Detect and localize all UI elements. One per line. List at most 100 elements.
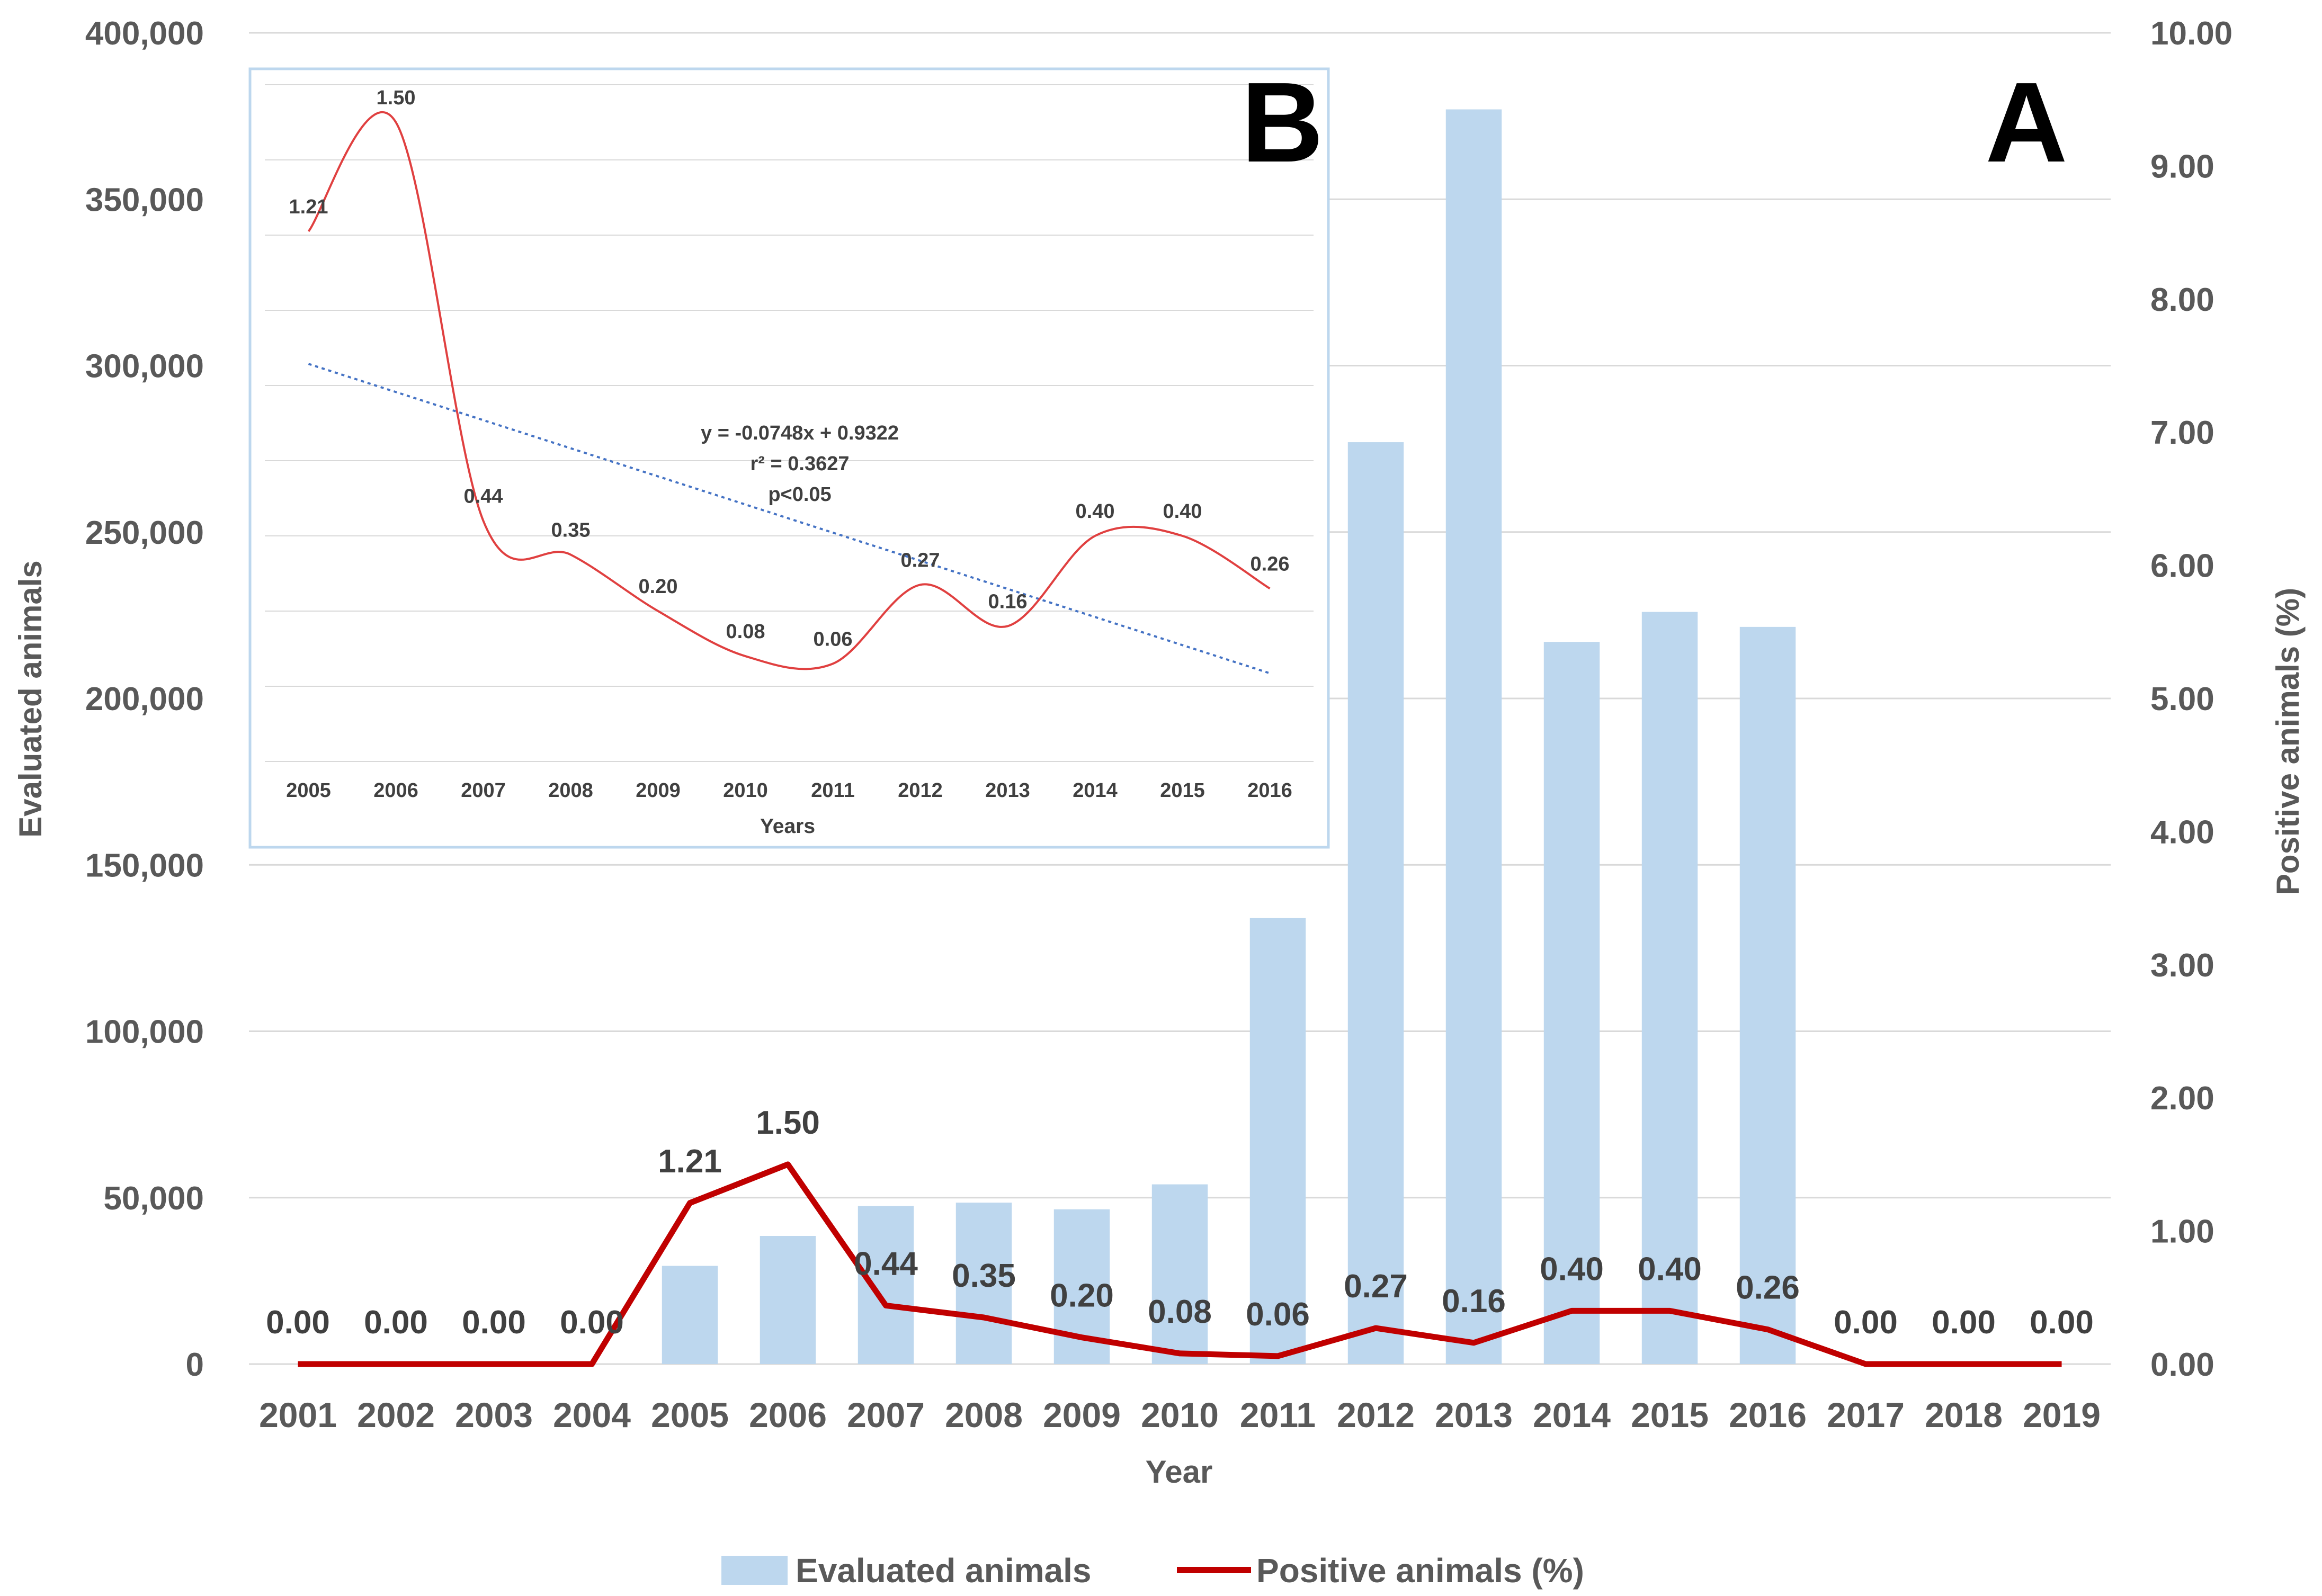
bar-2008: [955, 1203, 1012, 1364]
left-tick-label: 200,000: [85, 681, 204, 718]
right-tick-label: 5.00: [2150, 681, 2214, 718]
x-axis-ticks: 2001 2002 2003 2004 2005 2006 2007 2008 2009 2010…: [259, 1395, 2101, 1434]
bar-2013: [1445, 109, 1502, 1365]
inset-positive-line: [307, 111, 1271, 670]
positive-data-labels: 0.00 0.00 0.00 0.00 1.21 1.50 0.44 0.35 0.20 0.08…: [266, 1105, 2094, 1341]
inset-x-axis-ticks: 2005 2006 2007 2008 2009 2010 2011 2012 2013 2014…: [286, 779, 1292, 802]
inset-data-label-2005: 1.21: [289, 196, 328, 218]
x-tick-label: 2003: [455, 1395, 533, 1434]
right-tick-label: 9.00: [2150, 148, 2214, 185]
bar-2011: [1249, 918, 1306, 1364]
right-axis-title: Positive animals (%): [2270, 588, 2306, 895]
right-tick-label: 0.00: [2150, 1347, 2214, 1383]
inset-frame: [248, 67, 1330, 849]
x-tick-label: 2008: [945, 1395, 1023, 1434]
right-tick-label: 1.00: [2150, 1214, 2214, 1250]
panel-label-b: B: [1241, 58, 1323, 186]
inset-data-label-2012: 0.27: [901, 549, 940, 571]
panel-label-a: A: [1985, 58, 2067, 186]
data-label-2003: 0.00: [462, 1304, 526, 1341]
left-tick-label: 300,000: [85, 348, 204, 385]
inset-data-label-2016: 0.26: [1251, 553, 1290, 575]
trend-r-squared: r² = 0.3627: [751, 453, 850, 475]
data-label-2005: 1.21: [658, 1143, 722, 1180]
left-tick-label: 50,000: [103, 1180, 204, 1217]
right-tick-label: 4.00: [2150, 814, 2214, 850]
data-label-2014: 0.40: [1540, 1251, 1604, 1287]
left-tick-label: 350,000: [85, 182, 204, 218]
bar-2016: [1739, 626, 1796, 1364]
left-tick-label: 0: [186, 1347, 204, 1383]
legend-label-bars: Evaluated animals: [796, 1552, 1091, 1590]
inset-data-label-2007: 0.44: [464, 486, 503, 508]
bar-2007: [858, 1206, 914, 1364]
inset-trendline: [308, 363, 1271, 675]
inset-x-tick-label: 2015: [1160, 779, 1205, 802]
x-tick-label: 2010: [1141, 1395, 1219, 1434]
inset-data-label-2006: 1.50: [377, 87, 416, 109]
right-tick-label: 10.00: [2150, 15, 2232, 52]
x-tick-label: 2014: [1533, 1395, 1611, 1434]
inset-x-tick-label: 2012: [898, 779, 943, 802]
inset-chart: 1.21 1.50 0.44 0.35 0.20 0.08 0.06 0.27 0.16 0.40…: [248, 58, 1330, 849]
x-axis-title: Year: [1146, 1454, 1213, 1490]
positive-series-line: [298, 1161, 2062, 1367]
x-tick-label: 2001: [259, 1395, 337, 1434]
legend-label-line: Positive animals (%): [1256, 1552, 1584, 1590]
data-label-2018: 0.00: [1932, 1304, 1996, 1341]
data-label-2016: 0.26: [1736, 1270, 1800, 1306]
data-label-2006: 1.50: [756, 1105, 820, 1141]
x-tick-label: 2018: [1925, 1395, 2003, 1434]
bar-2005: [662, 1266, 718, 1364]
left-tick-label: 400,000: [85, 15, 204, 52]
data-label-2011: 0.06: [1246, 1296, 1310, 1333]
data-label-2010: 0.08: [1148, 1294, 1212, 1330]
x-tick-label: 2012: [1337, 1395, 1415, 1434]
left-tick-label: 150,000: [85, 847, 204, 884]
trend-p-value: p<0.05: [768, 483, 831, 506]
x-tick-label: 2005: [651, 1395, 729, 1434]
right-tick-label: 8.00: [2150, 282, 2214, 318]
inset-data-label-2009: 0.20: [639, 576, 678, 598]
bar-2014: [1543, 642, 1600, 1364]
x-tick-label: 2002: [357, 1395, 435, 1434]
positive-animals-line: [298, 1161, 2062, 1367]
right-tick-label: 3.00: [2150, 947, 2214, 984]
inset-x-axis-title: Years: [760, 815, 815, 838]
data-label-2007: 0.44: [854, 1245, 918, 1282]
bar-2006: [760, 1236, 816, 1364]
inset-x-tick-label: 2016: [1247, 779, 1292, 802]
legend-swatch-bars: [721, 1556, 788, 1585]
data-label-2002: 0.00: [364, 1304, 428, 1341]
inset-x-tick-label: 2010: [723, 779, 768, 802]
x-tick-label: 2007: [847, 1395, 925, 1434]
inset-x-tick-label: 2009: [636, 779, 681, 802]
right-tick-label: 6.00: [2150, 548, 2214, 585]
inset-data-label-2014: 0.40: [1076, 500, 1115, 523]
inset-x-tick-label: 2007: [461, 779, 506, 802]
inset-x-tick-label: 2005: [286, 779, 331, 802]
right-tick-label: 2.00: [2150, 1080, 2214, 1117]
x-tick-label: 2015: [1631, 1395, 1709, 1434]
legend: Evaluated animals Positive animals (%): [721, 1552, 1584, 1590]
left-tick-label: 100,000: [85, 1014, 204, 1051]
inset-x-tick-label: 2011: [811, 779, 854, 802]
right-axis-ticks: 0.00 1.00 2.00 3.00 4.00 5.00 6.00 7.00 8.00 9.00…: [2150, 15, 2232, 1383]
inset-gridlines: [265, 84, 1314, 762]
inset-data-labels: 1.21 1.50 0.44 0.35 0.20 0.08 0.06 0.27 0.16 0.40…: [289, 87, 1290, 650]
inset-x-tick-label: 2008: [548, 779, 593, 802]
right-tick-label: 7.00: [2150, 415, 2214, 451]
trend-equation: y = -0.0748x + 0.9322: [701, 422, 899, 444]
data-label-2001: 0.00: [266, 1304, 330, 1341]
data-label-2013: 0.16: [1442, 1283, 1506, 1320]
data-label-2015: 0.40: [1638, 1251, 1702, 1287]
x-tick-label: 2011: [1240, 1395, 1316, 1434]
x-tick-label: 2016: [1729, 1395, 1807, 1434]
inset-data-label-2013: 0.16: [988, 590, 1028, 613]
inset-x-tick-label: 2014: [1073, 779, 1118, 802]
data-label-2004: 0.00: [560, 1304, 624, 1341]
x-tick-label: 2009: [1043, 1395, 1121, 1434]
bar-2015: [1641, 612, 1698, 1364]
data-label-2009: 0.20: [1050, 1278, 1114, 1314]
